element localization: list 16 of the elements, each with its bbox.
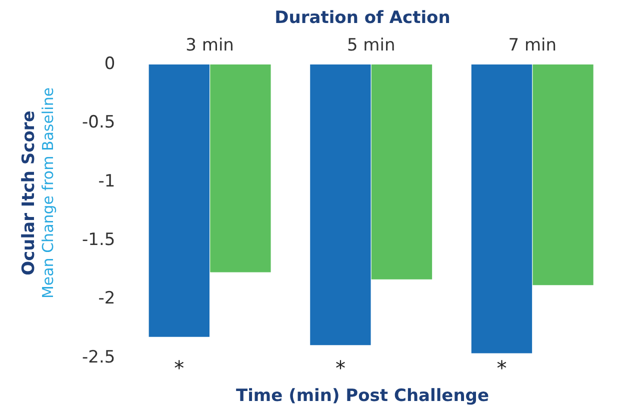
y-axis-title: Ocular Itch Score [19,110,39,278]
y-tick-label: -1 [98,171,116,192]
x-tick-label: 7 min [508,36,556,56]
x-tick-label: 5 min [346,36,396,56]
y-tick-label: -1.5 [82,230,116,250]
annotation: * [335,356,346,380]
y-tick-label: -2 [98,288,116,309]
annotation: * [174,356,184,380]
x-axis-title: Time (min) Post Challenge [234,386,490,406]
y-tick-label: 0 [104,54,116,74]
text: Mean Change from Baseline [39,87,57,299]
y-tick-label: -0.5 [82,112,116,133]
chart-title: Duration of Action [274,8,452,28]
annotation: * [496,356,507,380]
x-tick-label: 3 min [186,36,234,56]
y-tick-label: -2.5 [82,347,116,368]
